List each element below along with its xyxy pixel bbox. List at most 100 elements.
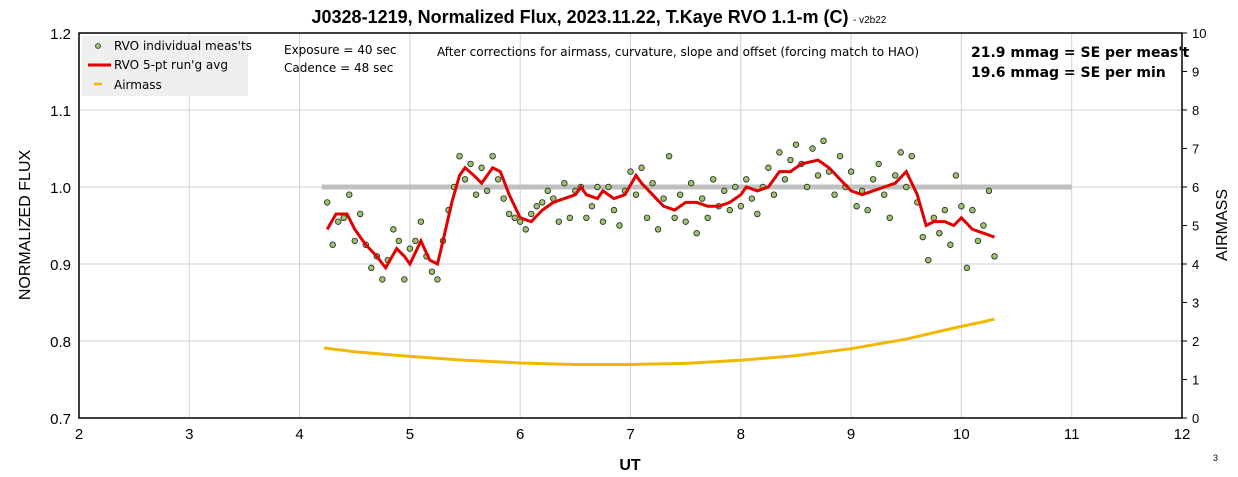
chart-version: - v2b22	[853, 15, 887, 26]
data-point	[483, 187, 491, 195]
data-point	[792, 141, 800, 148]
data-point	[616, 222, 623, 229]
data-point	[417, 218, 425, 225]
data-point	[710, 176, 717, 183]
x-tick-label: 2	[75, 426, 83, 443]
data-point	[820, 137, 827, 144]
data-point	[323, 199, 331, 206]
data-point	[627, 168, 634, 175]
data-point	[522, 226, 529, 233]
y-axis-label: NORMALIZED FLUX	[17, 150, 34, 301]
y2-tick-label: 7	[1192, 142, 1199, 157]
data-point	[925, 256, 932, 264]
data-point	[346, 191, 353, 198]
data-point	[671, 214, 678, 221]
y2-tick-label: 4	[1192, 257, 1199, 272]
axis-ticks: 2 3 4 5 6 7 8 9 10 11 120.70.80.91.01.11.201234567…	[50, 26, 1206, 443]
data-point	[787, 156, 794, 164]
y-tick-label: 1.2	[50, 26, 71, 43]
data-point	[632, 191, 640, 198]
y-tick-label: 0.9	[50, 257, 71, 274]
data-point	[803, 183, 811, 191]
data-point	[329, 241, 336, 248]
y2-tick-label: 6	[1192, 180, 1199, 195]
data-point	[726, 206, 733, 214]
y-tick-label: 1.0	[50, 180, 71, 197]
data-point	[732, 183, 739, 191]
y-tick-label: 1.1	[50, 103, 71, 120]
data-point	[682, 218, 689, 225]
legend-point-icon	[95, 43, 101, 49]
data-point	[908, 152, 915, 160]
x-tick-label: 3	[185, 426, 193, 443]
data-point	[638, 164, 645, 171]
data-point	[980, 222, 987, 229]
data-point	[467, 160, 474, 168]
data-point	[395, 237, 403, 245]
data-point	[930, 214, 938, 221]
running-avg-series	[325, 158, 995, 271]
data-point	[588, 203, 596, 210]
data-point	[952, 172, 960, 179]
data-point	[814, 172, 822, 179]
data-point	[853, 203, 860, 210]
data-point	[605, 183, 612, 191]
x-tick-label: 9	[847, 426, 855, 443]
x-tick-label: 12	[1174, 426, 1191, 443]
y2-tick-label: 10	[1192, 26, 1206, 41]
data-point	[770, 191, 778, 198]
data-point	[505, 210, 513, 218]
data-point	[875, 160, 882, 168]
y2-tick-label: 9	[1192, 65, 1199, 80]
y2-tick-label: 0	[1192, 411, 1199, 426]
data-point	[847, 168, 855, 175]
data-point	[880, 191, 888, 198]
data-point	[958, 203, 965, 210]
data-point	[903, 183, 910, 191]
data-point	[698, 195, 706, 202]
data-point	[704, 214, 711, 221]
data-point	[665, 152, 673, 160]
data-point	[676, 191, 684, 198]
data-point	[693, 229, 700, 237]
x-tick-label: 11	[1064, 426, 1080, 443]
data-point	[434, 276, 441, 283]
data-point	[687, 179, 695, 187]
data-point	[594, 183, 601, 191]
data-point	[428, 268, 436, 275]
data-point	[357, 210, 364, 218]
chart-title: J0328-1219, Normalized Flux, 2023.11.22,…	[312, 7, 849, 27]
data-point	[335, 218, 342, 225]
data-point	[737, 203, 744, 210]
data-point	[985, 187, 993, 195]
data-point	[478, 164, 485, 171]
y2-tick-label: 1	[1192, 373, 1199, 388]
data-point	[500, 195, 507, 202]
data-point	[919, 233, 926, 241]
data-point	[528, 210, 535, 218]
data-point	[765, 164, 772, 171]
data-point	[781, 176, 789, 183]
data-point	[489, 152, 496, 160]
data-point	[748, 195, 756, 202]
data-point	[561, 179, 568, 187]
data-point	[754, 210, 761, 218]
data-point	[390, 226, 397, 233]
data-point	[886, 214, 893, 221]
y2-tick-label: 2	[1192, 334, 1199, 349]
x-tick-label: 5	[406, 426, 414, 443]
data-point	[544, 187, 551, 195]
data-point	[412, 237, 419, 245]
legend-label-points: RVO individual meas'ts	[114, 39, 252, 53]
y2-tick-label: 8	[1192, 103, 1199, 118]
se-per-min-note: 19.6 mmag = SE per min	[971, 65, 1166, 81]
x-tick-label: 6	[516, 426, 524, 443]
data-point	[991, 253, 998, 260]
x-tick-label: 7	[626, 426, 634, 443]
se-per-meas-note: 21.9 mmag = SE per meas't	[971, 45, 1190, 61]
data-point	[969, 206, 976, 214]
data-point	[643, 214, 651, 221]
data-point	[836, 152, 844, 160]
x-axis-label: UT	[619, 457, 641, 474]
